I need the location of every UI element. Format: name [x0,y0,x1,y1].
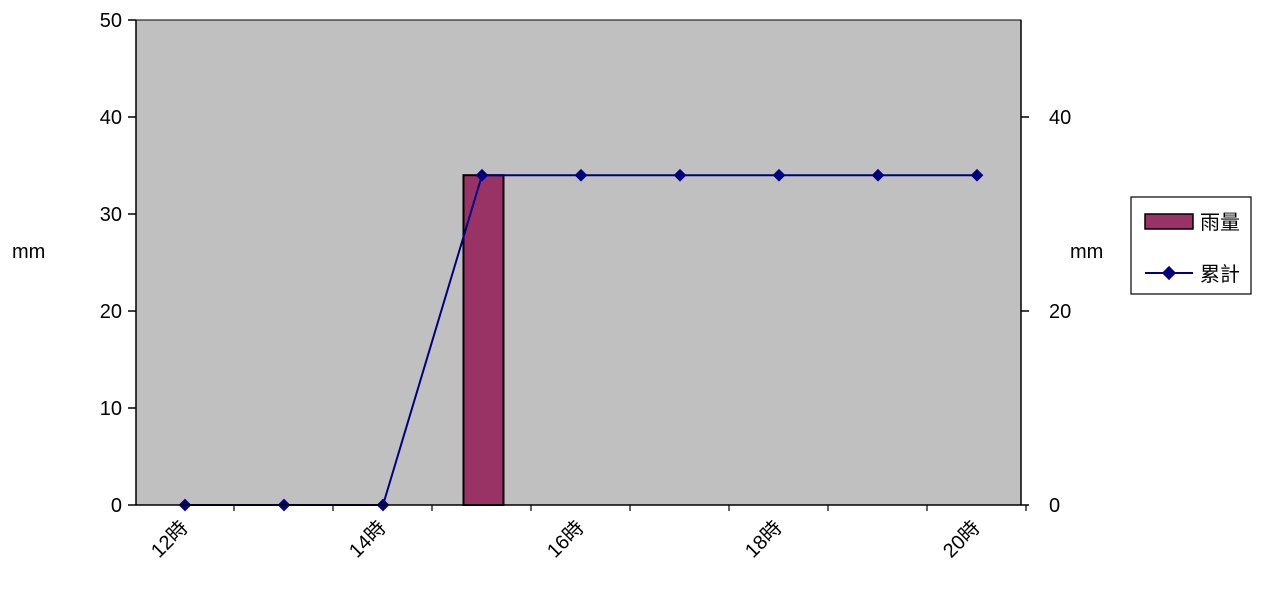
left-y-axis-label: mm [12,241,45,263]
left-tick-label: 10 [100,398,122,420]
x-tick-label: 20時 [938,516,984,562]
plot-area [135,19,1022,506]
right-tick-label: 0 [1049,495,1060,517]
right-tick-label: 40 [1049,107,1071,129]
x-ticks: 12時 14時 16時 18時 20時 [146,505,1027,562]
legend-marker-cumulative [1161,265,1177,281]
x-tick-label: 12時 [146,516,192,562]
left-tick-label: 0 [111,495,122,517]
bar-rainfall-3 [462,174,505,506]
legend-label-cumulative: 累計 [1200,262,1240,286]
point-cumulative-3 [475,168,489,182]
right-tick-label: 20 [1049,301,1071,323]
left-tick-label: 20 [100,301,122,323]
bar-series-rainfall [462,174,505,506]
left-tick-label: 50 [100,10,122,32]
x-tick-label: 18時 [740,516,786,562]
right-y-ticks: 0 20 40 [1021,107,1071,517]
legend-box [1130,196,1252,295]
right-y-axis-label: mm [1070,241,1103,263]
legend-label-rainfall: 雨量 [1200,210,1240,234]
legend: 雨量 累計 [1130,196,1252,295]
left-tick-label: 40 [100,107,122,129]
x-tick-label: 14時 [344,516,390,562]
left-y-ticks: 0 10 20 30 40 50 [100,10,136,517]
legend-swatch-rainfall [1144,213,1194,230]
left-tick-label: 30 [100,204,122,226]
x-tick-label: 16時 [542,516,588,562]
